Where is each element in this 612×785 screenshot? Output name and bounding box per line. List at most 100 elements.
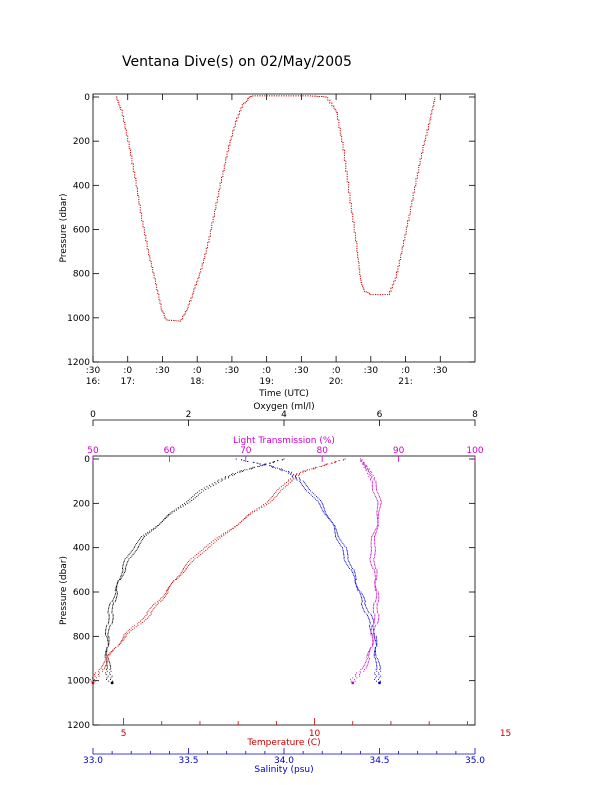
data-point xyxy=(220,480,222,482)
data-point xyxy=(139,620,142,622)
data-point xyxy=(325,513,328,515)
data-point xyxy=(206,486,208,488)
data-point xyxy=(225,531,227,533)
data-point xyxy=(110,670,112,672)
data-point xyxy=(218,482,220,484)
data-point xyxy=(367,469,369,471)
data-point xyxy=(140,541,142,543)
data-point xyxy=(374,534,376,536)
data-point xyxy=(105,660,108,662)
data-point xyxy=(368,617,370,619)
data-point xyxy=(197,494,199,496)
data-point xyxy=(323,508,325,510)
data-point xyxy=(132,554,134,556)
data-point xyxy=(109,663,111,665)
data-point xyxy=(367,470,369,473)
data-point xyxy=(330,462,332,464)
data-point xyxy=(105,679,108,681)
data-point xyxy=(371,471,373,473)
data-point xyxy=(375,527,377,529)
data-point xyxy=(335,527,337,529)
data-point xyxy=(380,500,382,502)
data-point xyxy=(374,585,377,588)
data-point xyxy=(224,476,227,478)
data-point xyxy=(376,529,378,531)
data-point xyxy=(156,526,158,528)
data-point xyxy=(380,504,382,506)
data-point xyxy=(373,540,376,542)
data-point xyxy=(374,545,376,547)
data-point xyxy=(89,679,91,681)
data-point xyxy=(361,599,363,601)
data-point xyxy=(298,477,300,479)
data-point xyxy=(142,621,144,624)
data-point xyxy=(319,504,321,506)
data-point xyxy=(316,500,318,502)
data-point xyxy=(355,584,357,586)
data-point xyxy=(199,493,201,495)
data-point xyxy=(256,509,258,511)
data-point xyxy=(239,470,241,473)
data-point xyxy=(363,464,365,466)
data-point xyxy=(107,675,109,677)
data-point xyxy=(374,565,376,567)
x-tick-label: :30 xyxy=(86,366,101,376)
data-point xyxy=(108,672,110,674)
data-point xyxy=(379,669,381,671)
data-point xyxy=(374,626,376,628)
data-point xyxy=(373,635,375,637)
x-tick-label: :30 xyxy=(155,366,170,376)
data-point xyxy=(164,518,166,520)
data-point xyxy=(359,592,361,594)
data-point xyxy=(374,542,376,545)
data-point xyxy=(314,498,317,500)
data-point xyxy=(235,472,237,474)
data-point xyxy=(270,497,272,499)
data-point xyxy=(321,508,323,510)
data-point xyxy=(341,547,343,549)
data-point xyxy=(372,620,375,622)
data-point xyxy=(166,591,168,593)
data-point xyxy=(180,574,182,576)
data-point xyxy=(374,547,376,549)
data-point xyxy=(373,656,375,658)
data-point xyxy=(118,578,121,581)
data-point xyxy=(264,464,266,466)
data-point xyxy=(105,630,107,632)
data-point xyxy=(372,533,374,535)
data-point xyxy=(123,572,126,574)
data-point xyxy=(374,638,376,640)
data-point xyxy=(116,596,118,599)
data-point xyxy=(343,556,345,558)
data-point xyxy=(162,595,164,597)
data-point xyxy=(107,657,109,660)
data-point xyxy=(284,486,286,488)
data-point xyxy=(108,630,110,632)
data-point xyxy=(111,608,113,610)
data-point xyxy=(265,504,268,506)
x-tick-label: :0 xyxy=(123,366,132,376)
data-point xyxy=(351,570,353,572)
data-point xyxy=(274,497,276,499)
data-point xyxy=(258,465,260,468)
data-point xyxy=(377,524,379,527)
data-point xyxy=(186,562,188,564)
data-point xyxy=(377,515,379,517)
data-point xyxy=(95,677,97,679)
data-point xyxy=(137,624,139,626)
data-point xyxy=(185,567,187,569)
data-point xyxy=(271,466,273,468)
data-point xyxy=(374,554,376,556)
data-point xyxy=(352,572,354,574)
data-point xyxy=(323,506,325,509)
data-point xyxy=(198,555,200,557)
data-point xyxy=(109,679,112,681)
data-point xyxy=(107,656,109,658)
data-point xyxy=(110,651,112,653)
data-point xyxy=(371,635,373,637)
data-point xyxy=(124,558,126,560)
data-point xyxy=(371,634,373,636)
data-point xyxy=(122,565,124,567)
data-point xyxy=(258,506,260,509)
data-point xyxy=(148,616,150,618)
